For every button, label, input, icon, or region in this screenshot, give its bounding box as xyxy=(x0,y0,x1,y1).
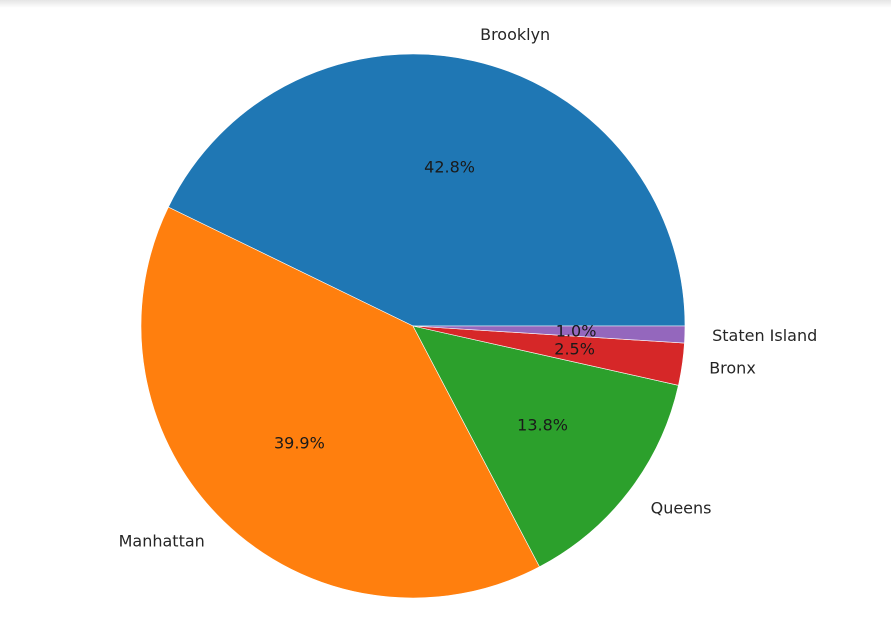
category-label-manhattan: Manhattan xyxy=(119,531,205,550)
percent-label-bronx: 2.5% xyxy=(554,340,595,359)
top-shadow xyxy=(0,0,891,8)
category-label-brooklyn: Brooklyn xyxy=(480,25,550,44)
category-label-queens: Queens xyxy=(651,498,712,517)
category-labels: Brooklyn Manhattan Queens Bronx Staten Islan… xyxy=(119,25,818,551)
pie-slice-manhattan xyxy=(140,206,540,599)
pie-slice-brooklyn xyxy=(167,53,686,327)
percent-label-brooklyn: 42.8% xyxy=(424,158,475,177)
percent-label-staten-island: 1.0% xyxy=(556,322,597,341)
category-label-bronx: Bronx xyxy=(709,359,756,378)
percent-label-manhattan: 39.9% xyxy=(274,434,325,453)
category-label-staten-island: Staten Island xyxy=(712,326,817,345)
percent-labels: 42.8% 39.9% 13.8% 2.5%1.0% xyxy=(274,158,596,453)
pie-slice-queens xyxy=(412,325,679,568)
pie-slices xyxy=(140,53,686,599)
pie-slice-staten-island xyxy=(412,325,686,344)
percent-label-queens: 13.8% xyxy=(517,416,568,435)
